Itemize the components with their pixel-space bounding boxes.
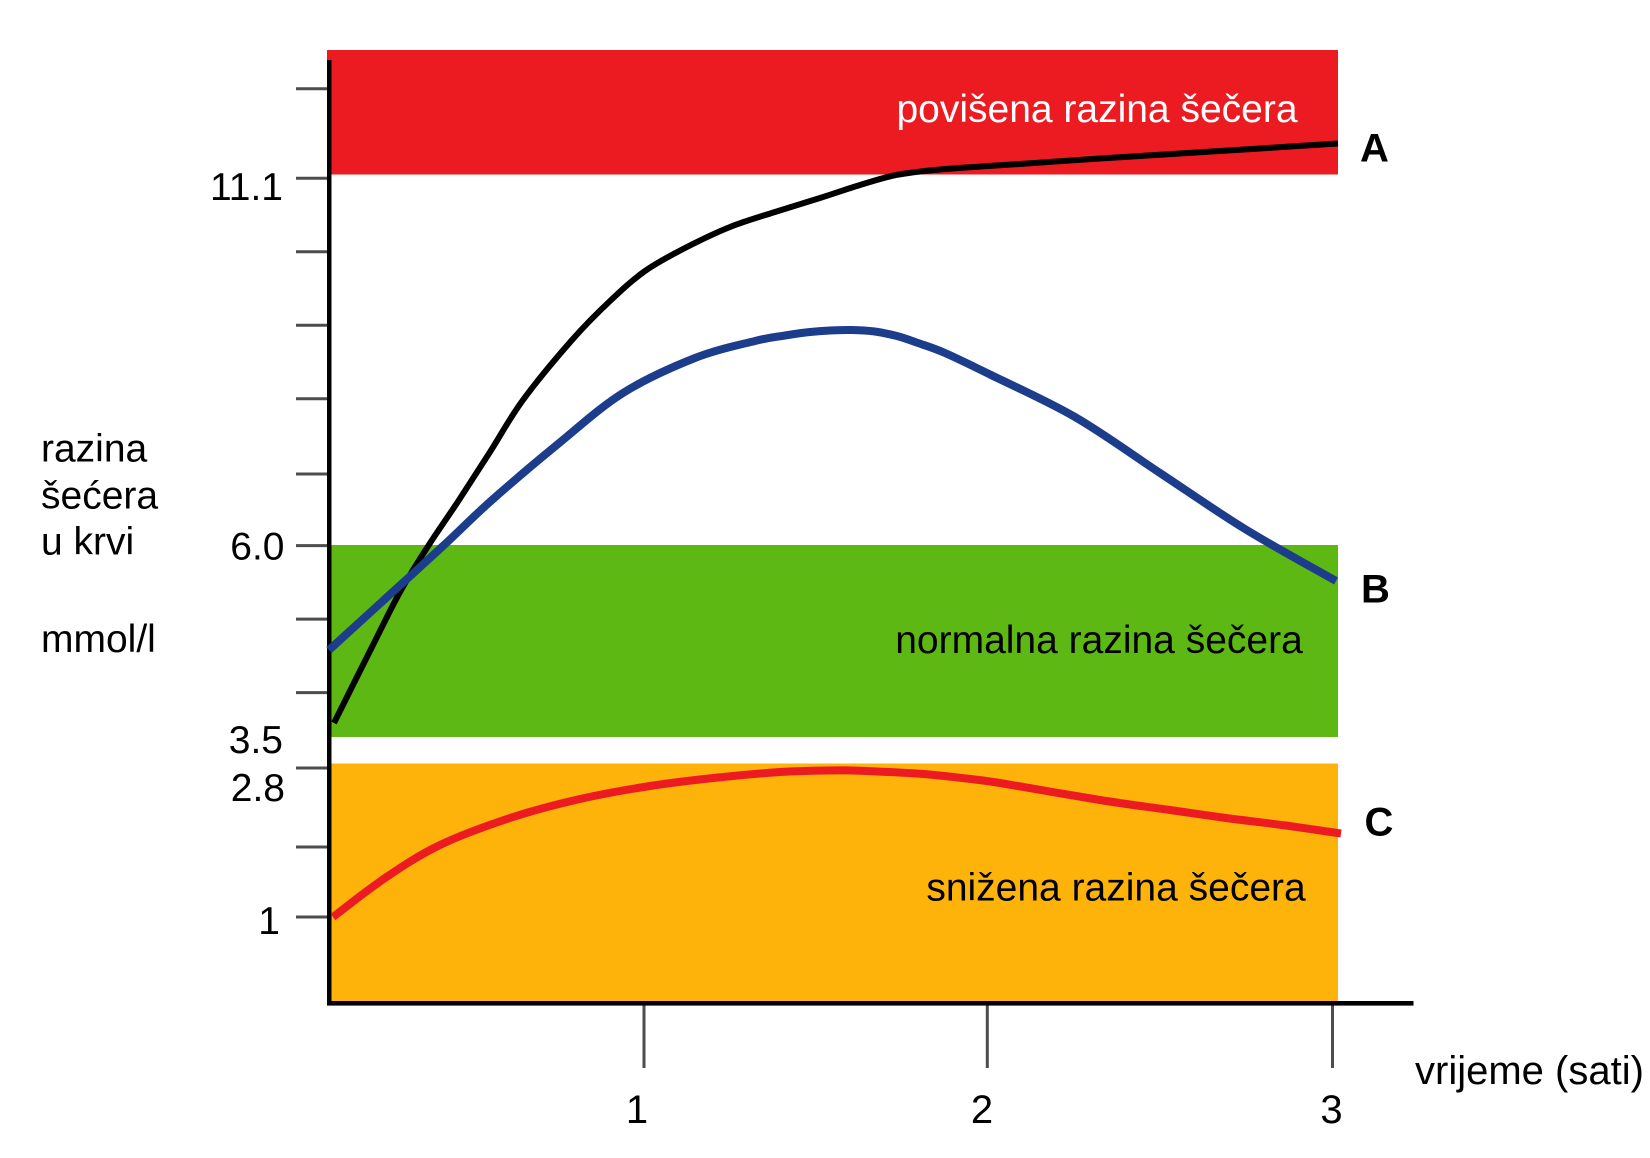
- svg-text:11.1: 11.1: [210, 166, 283, 209]
- svg-text:2.8: 2.8: [231, 767, 285, 810]
- svg-text:2: 2: [971, 1088, 993, 1132]
- svg-text:1: 1: [626, 1088, 648, 1132]
- svg-text:A: A: [1360, 127, 1389, 171]
- svg-text:3: 3: [1320, 1088, 1342, 1132]
- svg-text:normalna razina šečera: normalna razina šečera: [895, 619, 1303, 662]
- svg-text:povišena razina šečera: povišena razina šečera: [896, 88, 1297, 131]
- svg-text:C: C: [1365, 801, 1394, 845]
- svg-text:6.0: 6.0: [230, 526, 284, 569]
- svg-text:snižena razina šečera: snižena razina šečera: [926, 867, 1306, 910]
- svg-text:vrijeme (sati): vrijeme (sati): [1415, 1049, 1644, 1093]
- svg-text:1: 1: [258, 900, 280, 943]
- svg-text:mmol/l: mmol/l: [41, 618, 156, 661]
- svg-text:B: B: [1361, 568, 1390, 612]
- svg-text:u krvi: u krvi: [41, 521, 134, 564]
- svg-text:razina: razina: [41, 428, 148, 471]
- svg-text:šećera: šećera: [41, 475, 158, 518]
- svg-text:3.5: 3.5: [229, 719, 283, 762]
